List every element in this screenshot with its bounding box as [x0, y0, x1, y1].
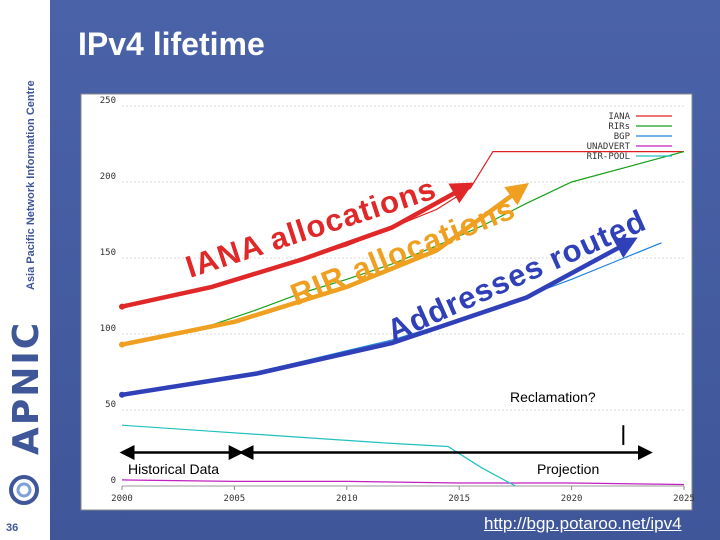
arrow-start-dot-0: [119, 303, 125, 310]
series-line-rir-pool: [121, 424, 516, 487]
arrow-start-dot-1: [119, 341, 125, 348]
legend-label-rir-pool: RIR-POOL: [587, 152, 630, 162]
legend-label-iana: IANA: [608, 112, 630, 122]
plot-frame: [80, 93, 693, 511]
y-tick-label-50: 50: [105, 400, 116, 410]
arrow-addresses-routed: [119, 237, 638, 398]
globe-icon: [9, 475, 39, 505]
y-tick-label-0: 0: [111, 476, 116, 486]
y-tick-label-250: 250: [100, 96, 116, 106]
reclamation-label: Reclamation?: [510, 389, 596, 405]
grid-lines: [121, 105, 685, 490]
x-tick-label-2015: 2015: [448, 494, 470, 504]
slide-title: IPv4 lifetime: [78, 26, 265, 62]
span-arrows: [119, 425, 653, 461]
series-line-unadvert: [121, 479, 685, 486]
x-tick-label-2025: 2025: [673, 494, 695, 504]
legend-label-unadvert: UNADVERT: [587, 142, 631, 152]
page-number: 36: [6, 522, 19, 534]
tick-labels: 0 50 100 150 200 250 2000 2005 2010 2015 2020 2025: [100, 96, 695, 504]
y-tick-label-200: 200: [100, 172, 116, 182]
legend-label-rirs: RIRs: [608, 122, 630, 132]
x-tick-label-2005: 2005: [224, 494, 246, 504]
x-tick-label-2020: 2020: [561, 494, 583, 504]
y-tick-label-150: 150: [100, 248, 116, 258]
historical-data-label: Historical Data: [128, 461, 219, 477]
x-tick-label-2000: 2000: [111, 494, 133, 504]
x-tick-label-2010: 2010: [336, 494, 358, 504]
arrow-start-dot-2: [119, 391, 125, 398]
source-link[interactable]: http://bgp.potaroo.net/ipv4: [484, 514, 682, 533]
arrow-iana-allocations: [119, 182, 474, 309]
legend-label-bgp: BGP: [614, 132, 631, 142]
arrow-rir-allocations: [119, 182, 529, 347]
projection-label: Projection: [537, 461, 599, 477]
y-tick-label-100: 100: [100, 324, 116, 334]
annotation-arrows: [119, 182, 638, 398]
sidebar: Asia Pacific Network Information Centre …: [0, 0, 50, 540]
